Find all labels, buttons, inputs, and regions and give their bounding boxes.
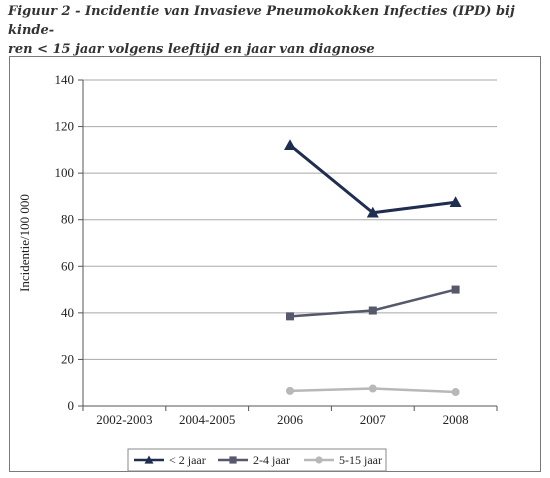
y-tick-label: 120 xyxy=(55,119,75,134)
y-tick-label: 20 xyxy=(61,351,74,366)
legend-label-2-jaar: < 2 jaar xyxy=(169,453,206,467)
figure-caption: Figuur 2 - Incidentie van Invasieve Pneu… xyxy=(8,2,540,59)
legend-marker-5-15-jaar xyxy=(315,456,323,464)
y-tick-label: 60 xyxy=(61,258,74,273)
y-tick-label: 80 xyxy=(61,212,74,227)
x-tick-label: 2008 xyxy=(443,412,469,427)
chart-frame xyxy=(9,56,541,472)
y-tick-label: 40 xyxy=(61,305,74,320)
data-point-2-4-jaar xyxy=(451,285,460,294)
data-point-2-jaar xyxy=(449,196,462,208)
caption-line-2: ren < 15 jaar volgens leeftijd en jaar v… xyxy=(8,42,375,57)
caption-line-1: Figuur 2 - Incidentie van Invasieve Pneu… xyxy=(8,4,515,38)
legend-marker-2-4-jaar xyxy=(229,456,237,464)
legend-label-2-4-jaar: 2-4 jaar xyxy=(253,453,290,467)
y-tick-label: 100 xyxy=(55,165,75,180)
x-tick-label: 2007 xyxy=(360,412,387,427)
data-point-5-15-jaar xyxy=(368,384,377,393)
series-line-2-jaar xyxy=(289,144,456,215)
y-axis-title: Incidentie/100 000 xyxy=(17,194,32,292)
x-tick-label: 2004-2005 xyxy=(179,412,235,427)
legend-label-5-15-jaar: 5-15 jaar xyxy=(339,453,382,467)
y-tick-label: 140 xyxy=(55,72,75,87)
data-point-2-4-jaar xyxy=(286,312,294,321)
data-point-5-15-jaar xyxy=(451,388,460,397)
data-point-2-jaar xyxy=(366,206,379,218)
legend-box xyxy=(127,448,387,472)
x-tick-label: 2002-2003 xyxy=(96,412,152,427)
data-point-5-15-jaar xyxy=(286,386,294,395)
y-tick-label: 0 xyxy=(68,398,75,413)
x-tick-label: 2006 xyxy=(277,412,304,427)
data-point-2-4-jaar xyxy=(368,306,377,315)
data-point-2-jaar xyxy=(284,139,296,150)
legend-marker-2-jaar xyxy=(144,455,154,464)
